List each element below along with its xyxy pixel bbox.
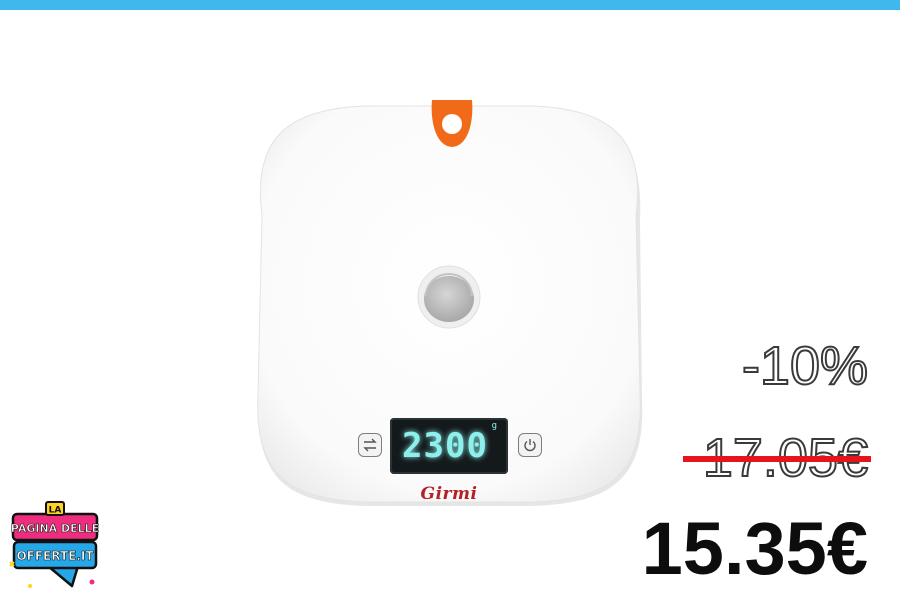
power-button[interactable] (518, 433, 542, 457)
logo-line2-text: PAGINA DELLE (11, 522, 99, 535)
logo-la-text: LA (49, 506, 62, 516)
display-value: 2300 (402, 426, 488, 466)
product-image: Girmi 2300 g (250, 100, 648, 510)
top-accent-bar (0, 0, 900, 10)
new-price: 15.35€ (641, 507, 868, 590)
tare-button[interactable] (358, 433, 382, 457)
weight-display: 2300 g (390, 418, 508, 474)
scale-body (257, 100, 643, 506)
power-icon (524, 439, 536, 452)
brand-logo: Girmi (420, 484, 478, 504)
strikethrough-line (683, 456, 871, 462)
logo-line3-text: OFFERTE.IT (16, 549, 94, 563)
discount-badge: -10% (741, 335, 869, 397)
swap-arrows-icon (363, 438, 377, 452)
site-logo: LA PAGINA DELLE OFFERTE.IT (9, 501, 100, 588)
display-unit: g (491, 421, 497, 431)
